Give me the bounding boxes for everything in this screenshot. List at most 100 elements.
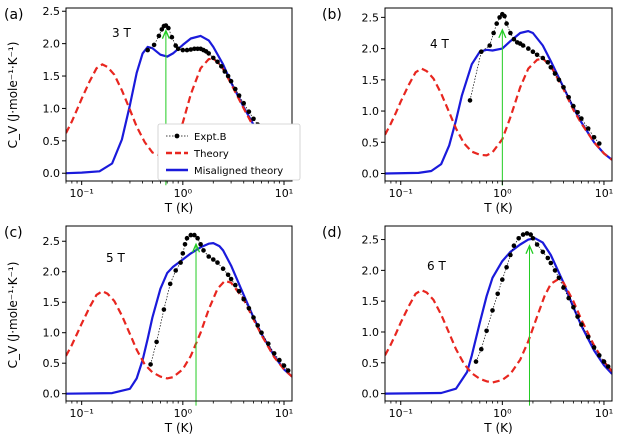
expt-point [552, 268, 558, 273]
expt-point [167, 281, 173, 287]
x-tick-label: 10¹ [275, 187, 293, 200]
expt-point [530, 236, 536, 241]
expt-point [228, 276, 234, 282]
expt-point [556, 275, 562, 281]
panel-label: (d) [322, 225, 342, 241]
expt-point [585, 334, 591, 340]
expt-point [540, 55, 546, 61]
expt-point [211, 55, 216, 61]
expt-point [192, 46, 197, 52]
expt-point [540, 249, 546, 255]
panel-label: (b) [322, 7, 342, 23]
expt-point [467, 98, 473, 103]
legend-frame [157, 123, 301, 181]
expt-point [180, 47, 186, 53]
y-tick-label: 2.0 [362, 264, 380, 277]
y-tick-label: 1.0 [362, 105, 380, 118]
y-tick-label: 0.0 [43, 167, 61, 180]
expt-point [241, 296, 246, 302]
x-axis-label: T (K) [164, 201, 193, 215]
expt-point [182, 242, 188, 247]
expt-point [579, 322, 584, 327]
expt-point [490, 308, 495, 313]
arrow-head [498, 28, 507, 39]
expt-point [571, 103, 576, 109]
expt-point [281, 363, 287, 368]
expt-point [184, 47, 190, 53]
plot-area [66, 232, 292, 395]
expt-point [156, 33, 162, 39]
misaligned-theory-curve [385, 30, 612, 175]
panel-label: (a) [4, 7, 24, 23]
field-label: 5 T [106, 251, 125, 265]
y-tick-label: 0.5 [362, 357, 380, 370]
expt-point [508, 252, 513, 258]
panel-label: (c) [4, 225, 23, 241]
axes-frame [65, 225, 293, 402]
expt-point [528, 232, 533, 237]
expt-point [597, 141, 602, 146]
expt-point [175, 46, 181, 52]
expt-point [220, 266, 226, 272]
expt-point [206, 254, 211, 259]
expt-point [285, 368, 291, 373]
expt-point [520, 43, 526, 48]
expt-point [246, 109, 252, 114]
plot-area [385, 11, 612, 175]
expt-connector [150, 234, 289, 371]
expt-point [188, 47, 194, 52]
expt-point [178, 260, 183, 265]
expt-point [566, 95, 571, 100]
expt-point [166, 25, 171, 31]
y-tick-label: 2.0 [362, 43, 380, 56]
axes-frame [65, 7, 293, 182]
expt-point [145, 47, 150, 53]
expt-point [561, 285, 566, 290]
expt-point [161, 307, 167, 312]
legend-theory-label: Theory [193, 149, 229, 160]
y-axis-label: C_V (J·mole⁻¹·K⁻¹) [6, 42, 20, 149]
expt-point [561, 85, 566, 90]
expt-point [591, 345, 597, 350]
theory-curve [385, 57, 612, 161]
theory-curve [66, 279, 292, 380]
expt-point [548, 65, 554, 70]
expt-point [591, 135, 597, 140]
x-axis-label: T (K) [164, 421, 193, 435]
expt-point [195, 235, 200, 241]
expt-point [206, 51, 211, 56]
expt-point [277, 357, 282, 363]
expt-point [201, 248, 206, 253]
plot-area [385, 231, 612, 395]
misaligned-theory-curve [385, 237, 612, 395]
expt-point [236, 93, 242, 98]
expt-point [192, 232, 197, 238]
expt-point [211, 257, 216, 262]
x-tick-label: 10¹ [595, 187, 613, 200]
expt-point [497, 15, 502, 20]
expt-point [504, 21, 509, 26]
expt-point [233, 86, 238, 92]
y-tick-label: 1.5 [43, 296, 61, 309]
theory-curve [385, 278, 612, 384]
expt-point [184, 235, 190, 241]
expt-point [251, 116, 256, 122]
x-tick-label: 10⁰ [174, 187, 193, 200]
expt-point [504, 265, 509, 270]
x-tick-label: 10¹ [595, 407, 613, 420]
x-tick-label: 10⁰ [174, 407, 193, 420]
expt-point [198, 242, 203, 247]
expt-point [575, 110, 580, 115]
y-tick-label: 0.5 [43, 135, 61, 148]
legend-expt-marker [174, 133, 180, 139]
expt-point [545, 255, 551, 261]
y-tick-label: 0.5 [362, 136, 380, 149]
expt-point [215, 59, 220, 65]
legend-misaligned-label: Misaligned theory [194, 166, 283, 177]
y-tick-label: 1.5 [362, 295, 380, 308]
panel-d: 0.0 0.5 1.0 1.5 2.0 2.5 10⁻¹ 10⁰ 10¹ T (K) (d) 6 T [322, 225, 613, 435]
y-tick-label: 0.0 [362, 168, 380, 181]
arrow-head [191, 242, 201, 253]
x-tick-label: 10¹ [275, 407, 293, 420]
